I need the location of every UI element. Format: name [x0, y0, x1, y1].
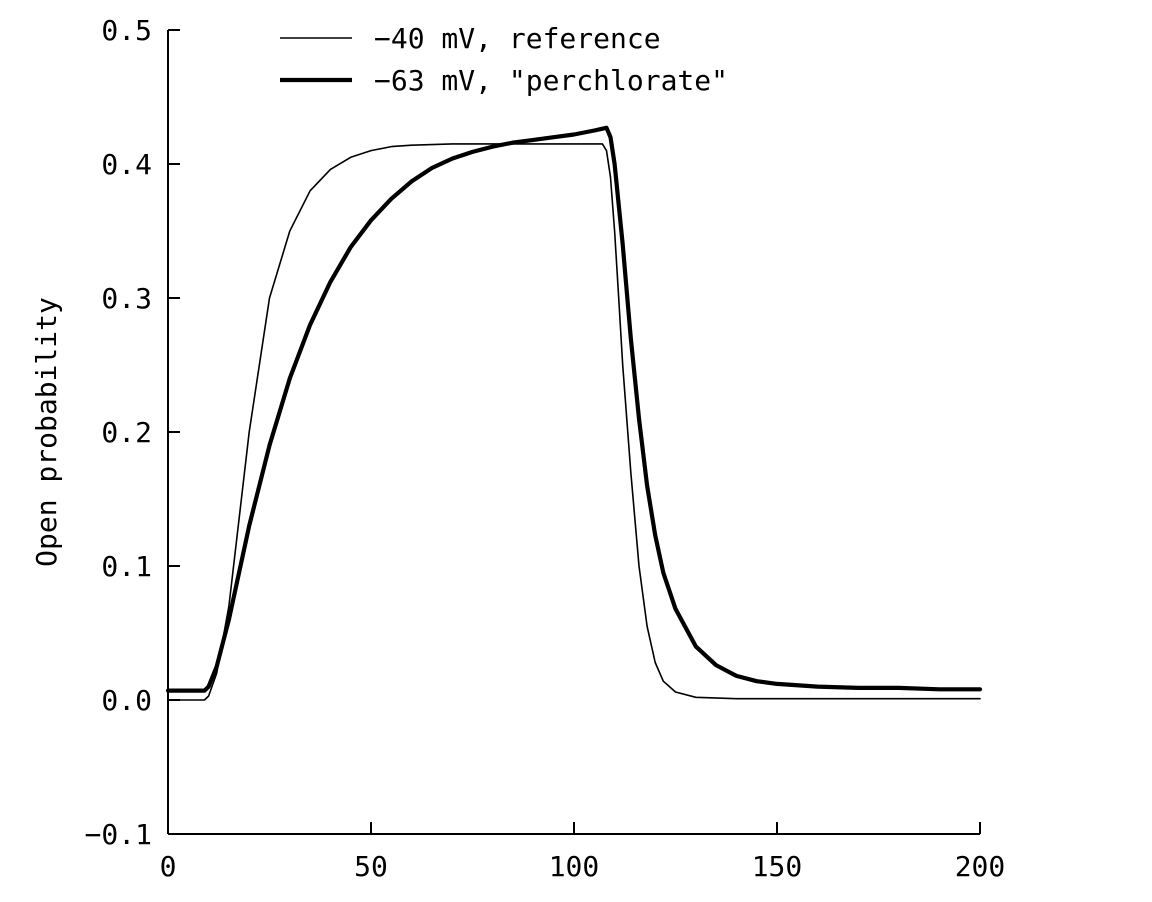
- x-ticks: 0 50 100 150 200: [160, 822, 1006, 883]
- y-tick-label: 0.1: [101, 550, 152, 583]
- series-line-perchlorate: [165, 125, 983, 693]
- legend: −40 mV, reference −63 mV, "perchlorate": [280, 22, 728, 97]
- y-tick-label: 0.4: [101, 148, 152, 181]
- y-ticks: −0.1 0.0 0.1 0.2 0.3 0.4 0.5: [85, 14, 180, 851]
- axes: [167, 30, 980, 835]
- x-tick-label: 50: [354, 850, 388, 883]
- y-tick-label: 0.5: [101, 14, 152, 47]
- series-line-reference: [167, 143, 981, 701]
- x-tick-label: 200: [955, 850, 1006, 883]
- x-tick-label: 100: [549, 850, 600, 883]
- series-layer: [165, 125, 983, 701]
- legend-label-perchlorate: −63 mV, "perchlorate": [374, 64, 728, 97]
- x-tick-label: 0: [160, 850, 177, 883]
- y-tick-label: 0.0: [101, 684, 152, 717]
- y-axis-title: Open probability: [30, 297, 63, 567]
- x-tick-label: 150: [752, 850, 803, 883]
- legend-label-reference: −40 mV, reference: [374, 22, 661, 55]
- y-tick-label: 0.3: [101, 282, 152, 315]
- y-tick-label: 0.2: [101, 416, 152, 449]
- y-tick-label: −0.1: [85, 818, 152, 851]
